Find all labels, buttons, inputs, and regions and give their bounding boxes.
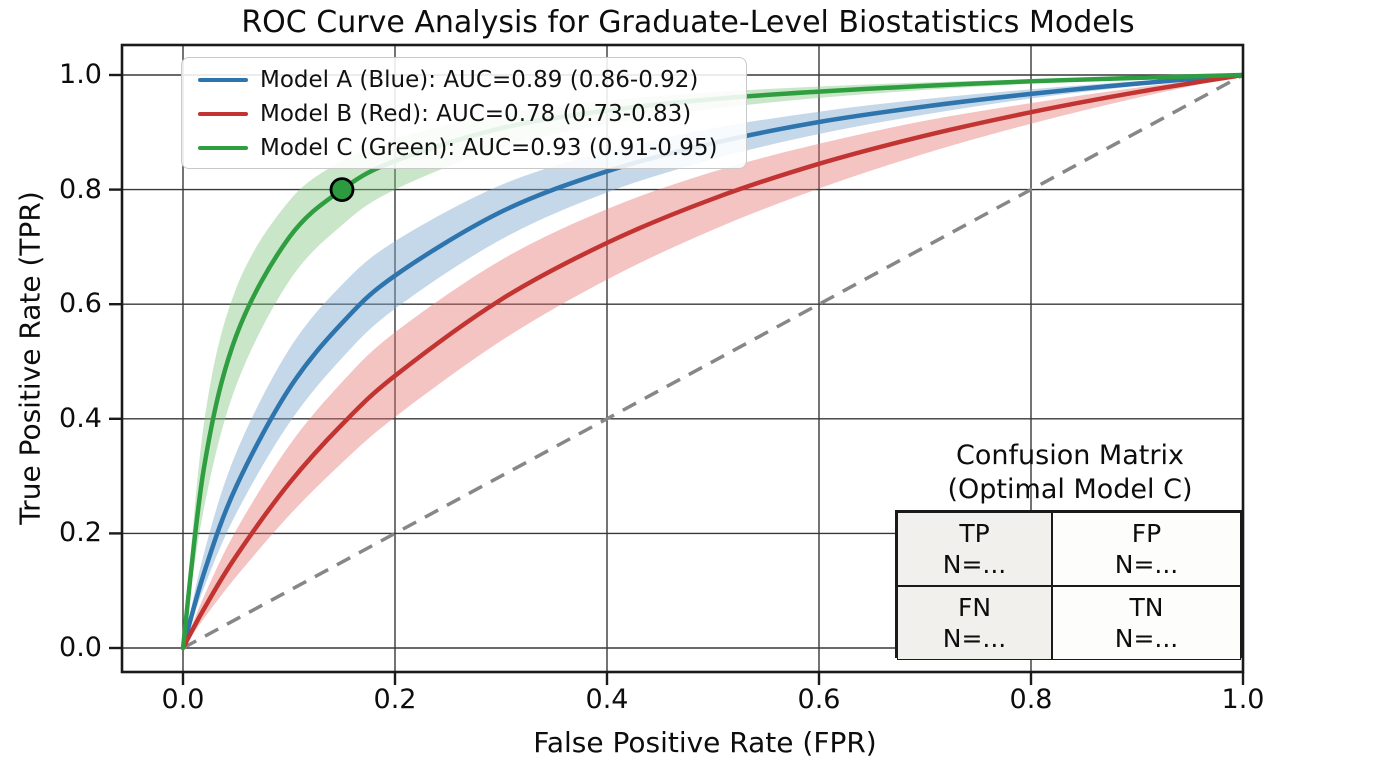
confusion-matrix-title-line2: (Optimal Model C) — [947, 474, 1193, 505]
y-tick-label-2: 0.4 — [59, 403, 102, 434]
y-tick-label-1: 0.2 — [59, 517, 102, 548]
confusion-matrix-cell-tn: TN N=... — [1052, 586, 1241, 660]
y-tick-label-3: 0.6 — [59, 288, 102, 319]
x-tick-label-1: 0.2 — [373, 684, 417, 715]
x-tick-label-5: 1.0 — [1221, 684, 1265, 715]
cell-fp-value: N=... — [1114, 550, 1179, 579]
roc-curve-1 — [180, 72, 1243, 651]
confidence-band-0 — [183, 75, 1243, 648]
legend-swatch-model-a — [198, 77, 248, 83]
cell-fn-label: FN — [957, 593, 992, 622]
axis-ticks — [109, 73, 1245, 685]
chance-diagonal-line — [182, 73, 1243, 650]
x-tick-label-0: 0.0 — [161, 684, 205, 715]
axes-frame — [120, 43, 1245, 674]
legend-swatch-model-c — [198, 145, 248, 151]
y-tick-label-4: 0.8 — [59, 174, 102, 205]
legend-label-model-a: Model A (Blue): AUC=0.89 (0.86-0.92) — [260, 67, 699, 93]
legend-swatch-model-b — [198, 111, 248, 117]
chart-title: ROC Curve Analysis for Graduate-Level Bi… — [241, 5, 1135, 40]
confusion-matrix-table: TP N=... FP N=... FN N=... TN N=... — [895, 510, 1243, 660]
cell-tn-label: TN — [1129, 593, 1164, 622]
legend: Model A (Blue): AUC=0.89 (0.86-0.92) Mod… — [181, 57, 747, 169]
confidence-bands — [183, 75, 1243, 648]
confusion-matrix-cell-tp: TP N=... — [897, 512, 1052, 586]
confusion-matrix-title-line1: Confusion Matrix — [956, 440, 1184, 471]
confusion-matrix-title: Confusion Matrix (Optimal Model C) — [895, 439, 1245, 507]
optimal-point-marker — [329, 177, 355, 203]
cell-fp-label: FP — [1131, 519, 1162, 548]
confusion-matrix-cell-fn: FN N=... — [897, 586, 1052, 660]
confusion-matrix-cell-fp: FP N=... — [1052, 512, 1241, 586]
y-tick-label-0: 0.0 — [59, 632, 102, 663]
confidence-band-1 — [183, 75, 1243, 648]
y-axis-label: True Positive Rate (TPR) — [13, 191, 47, 525]
optimal-point — [329, 177, 355, 203]
x-tick-label-2: 0.4 — [585, 684, 629, 715]
roc-curve-0 — [180, 72, 1243, 651]
x-tick-label-3: 0.6 — [797, 684, 841, 715]
legend-label-model-b: Model B (Red): AUC=0.78 (0.73-0.83) — [260, 101, 692, 127]
cell-tp-label: TP — [959, 519, 990, 548]
cell-tp-value: N=... — [942, 550, 1007, 579]
chance-diagonal — [182, 73, 1243, 650]
cell-fn-value: N=... — [942, 624, 1007, 653]
legend-label-model-c: Model C (Green): AUC=0.93 (0.91-0.95) — [260, 135, 718, 161]
cell-tn-value: N=... — [1114, 624, 1179, 653]
y-tick-label-5: 1.0 — [59, 59, 102, 90]
legend-item-model-b: Model B (Red): AUC=0.78 (0.73-0.83) — [182, 97, 746, 131]
legend-item-model-a: Model A (Blue): AUC=0.89 (0.86-0.92) — [182, 63, 746, 97]
legend-item-model-c: Model C (Green): AUC=0.93 (0.91-0.95) — [182, 131, 746, 165]
x-axis-label: False Positive Rate (FPR) — [533, 726, 877, 759]
x-tick-label-4: 0.8 — [1009, 684, 1053, 715]
